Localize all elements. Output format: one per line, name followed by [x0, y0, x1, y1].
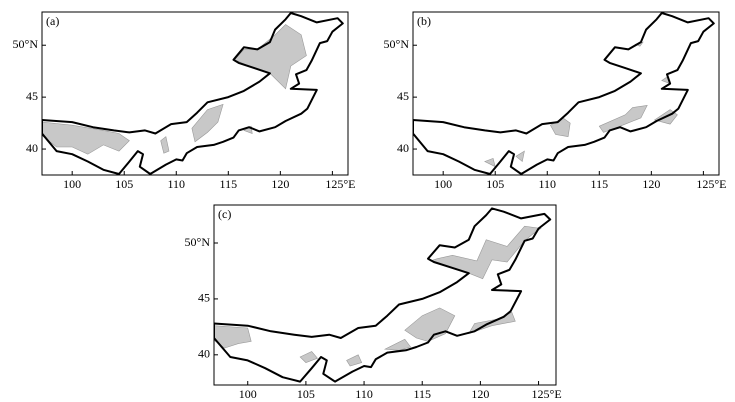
shaded-region [191, 103, 224, 143]
x-tick-label: 125°E [696, 177, 726, 191]
y-tick-label: 45 [397, 89, 409, 103]
x-tick-label: 120 [471, 387, 489, 401]
map-area [42, 12, 344, 175]
x-tick-label: 120 [271, 177, 289, 191]
shaded-region [234, 24, 307, 90]
panel-label: (c) [218, 207, 231, 221]
shaded-region [429, 225, 542, 280]
x-tick-label: 105 [297, 387, 315, 401]
map-frame [213, 204, 557, 386]
map-frame [412, 11, 720, 176]
y-tick-label: 50°N [185, 235, 211, 249]
y-tick-label: 45 [26, 89, 38, 103]
x-tick-label: 105 [486, 177, 504, 191]
x-tick-label: 125°E [325, 177, 355, 191]
x-tick-label: 120 [642, 177, 660, 191]
panel-label: (b) [417, 14, 431, 28]
panel-label: (a) [46, 14, 59, 28]
x-tick-label: 100 [63, 177, 81, 191]
map-area [413, 12, 715, 175]
y-tick-label: 40 [397, 141, 409, 155]
shaded-region [160, 136, 170, 154]
shaded-region [383, 338, 412, 351]
x-tick-label: 115 [413, 387, 431, 401]
x-tick-label: 110 [538, 177, 556, 191]
x-tick-label: 105 [115, 177, 133, 191]
x-tick-label: 110 [167, 177, 185, 191]
map-frame [41, 11, 349, 176]
x-tick-label: 115 [220, 177, 238, 191]
map-panel: (c) 100 105 110 115 120 125°E 40 45 50°N [185, 204, 562, 401]
x-tick-label: 110 [355, 387, 373, 401]
region-outline [214, 207, 552, 383]
y-tick-label: 50°N [13, 37, 39, 51]
x-tick-label: 100 [434, 177, 452, 191]
map-panel: (a) 100 105 110 115 120 125°E 40 45 50°N [13, 11, 356, 191]
shaded-region [214, 325, 252, 349]
map-panel: (b) 100 105 110 115 120 125°E 40 45 50°N [384, 11, 727, 191]
x-tick-label: 115 [591, 177, 609, 191]
shaded-region [346, 354, 363, 367]
shaded-region [299, 351, 319, 363]
shaded-region [484, 158, 496, 168]
map-area [214, 207, 552, 383]
shaded-region [515, 150, 525, 163]
y-tick-label: 40 [26, 141, 38, 155]
x-tick-label: 100 [239, 387, 257, 401]
region-outline [413, 12, 715, 175]
shaded-region [404, 307, 456, 342]
region-outline [42, 12, 344, 175]
x-tick-label: 125°E [532, 387, 562, 401]
y-tick-label: 45 [198, 291, 210, 305]
y-tick-label: 40 [198, 347, 210, 361]
shaded-region [598, 105, 648, 133]
shaded-region [42, 121, 130, 155]
y-tick-label: 50°N [384, 37, 410, 51]
